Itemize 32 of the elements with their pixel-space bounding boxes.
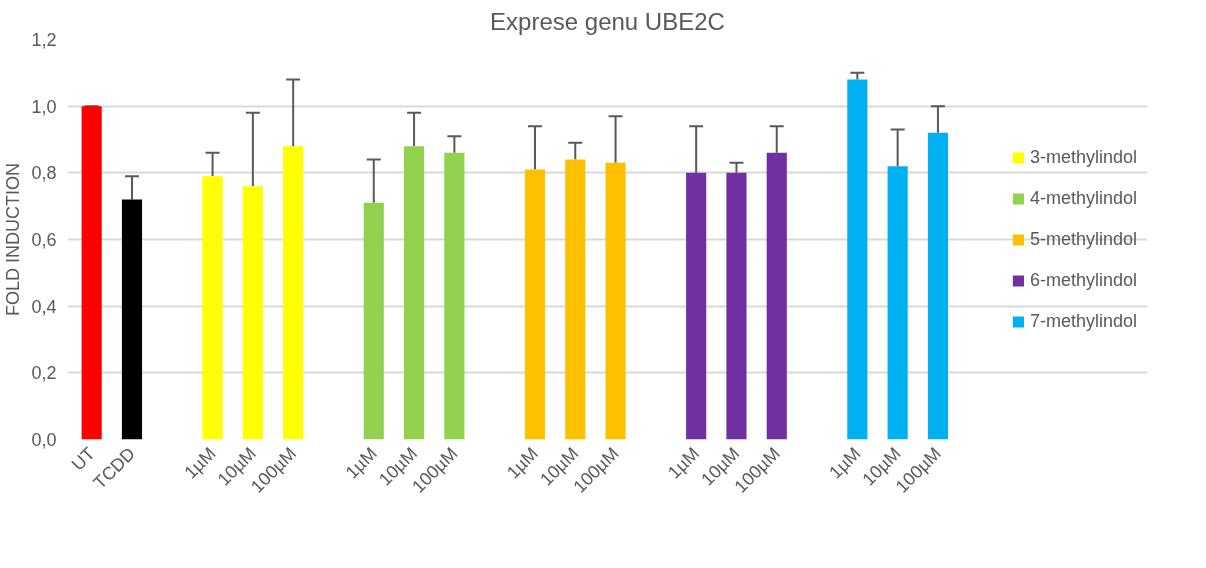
y-tick-label: 0,4: [31, 296, 57, 317]
y-tick-label: 0,6: [31, 230, 57, 250]
bar: [81, 106, 102, 440]
legend-label: 6-methylindol: [1029, 269, 1137, 291]
y-tick-label: 1,2: [31, 30, 57, 50]
y-axis-title: FOLD INDUCTION: [3, 163, 24, 316]
y-tick-label: 1,0: [31, 96, 57, 117]
bar: [927, 132, 949, 440]
legend-label: 5-methylindol: [1029, 228, 1137, 250]
chart-title: Exprese genu UBE2C: [490, 7, 725, 35]
bar: [766, 152, 787, 440]
bar: [283, 146, 304, 440]
bar: [121, 199, 143, 440]
bar: [363, 202, 384, 440]
bar: [847, 79, 868, 440]
x-tick-label: UT: [67, 443, 99, 475]
y-tick-label: 0,0: [31, 430, 57, 450]
bar: [726, 172, 747, 440]
y-tick-label: 0,2: [31, 363, 57, 384]
bar: [403, 146, 425, 440]
bar: [565, 159, 586, 440]
bar: [524, 169, 546, 440]
legend-label: 7-methylindol: [1029, 310, 1137, 332]
legend-label: 4-methylindol: [1029, 187, 1137, 209]
bar: [887, 166, 908, 440]
y-tick-label: 0,8: [31, 163, 57, 184]
bar: [242, 186, 263, 440]
bar: [202, 176, 223, 440]
legend-label: 3-methylindol: [1029, 146, 1137, 168]
bar: [686, 172, 707, 440]
bar: [605, 162, 626, 440]
bar: [444, 152, 465, 440]
